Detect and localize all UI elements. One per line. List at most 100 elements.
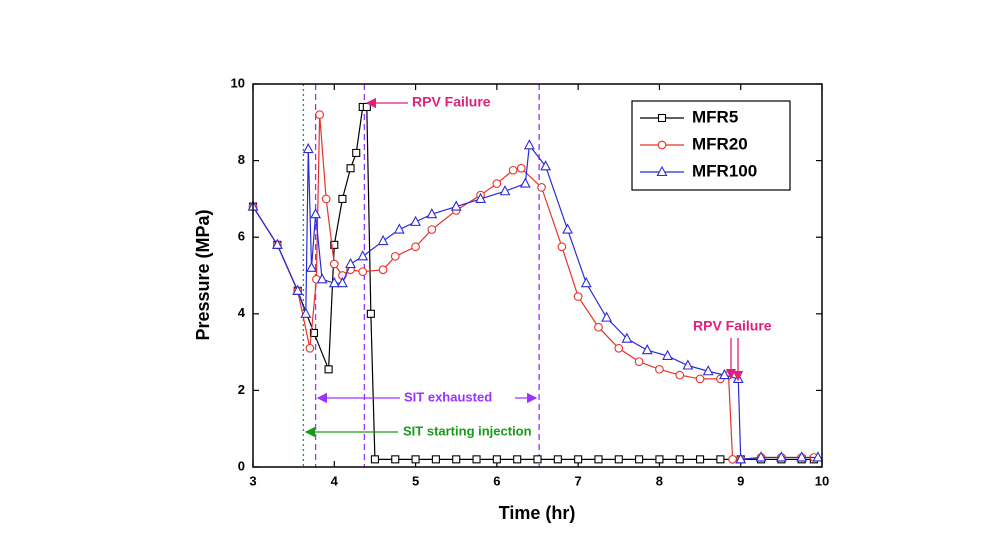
legend-label: MFR100 xyxy=(692,161,757,180)
marker xyxy=(656,165,668,177)
marker xyxy=(594,455,603,464)
marker xyxy=(377,234,389,246)
marker xyxy=(310,208,322,219)
marker xyxy=(523,139,535,150)
marker xyxy=(594,322,603,332)
marker xyxy=(537,183,546,192)
marker xyxy=(324,365,333,374)
marker xyxy=(391,455,400,464)
marker xyxy=(655,364,664,374)
marker xyxy=(682,359,694,370)
plot-frame xyxy=(252,83,823,468)
marker xyxy=(452,455,461,464)
marker xyxy=(305,343,315,353)
marker xyxy=(513,455,522,464)
marker xyxy=(775,451,787,462)
marker xyxy=(601,311,613,322)
marker xyxy=(292,284,304,295)
marker xyxy=(366,309,375,318)
marker xyxy=(426,208,438,219)
marker xyxy=(662,349,673,360)
y-tick-label: 6 xyxy=(238,229,245,244)
marker xyxy=(519,177,531,188)
marker xyxy=(329,259,339,269)
marker xyxy=(728,454,737,464)
y-tick-label: 10 xyxy=(231,75,245,90)
marker xyxy=(352,148,361,157)
marker xyxy=(300,307,312,318)
marker xyxy=(735,453,747,464)
marker xyxy=(427,225,437,234)
x-axis-label: Time (hr) xyxy=(499,503,576,523)
marker xyxy=(573,292,583,301)
x-tick-label: 8 xyxy=(656,473,663,488)
x-tick-label: 7 xyxy=(575,473,582,488)
marker xyxy=(695,374,705,384)
marker xyxy=(378,265,388,275)
marker xyxy=(553,455,562,464)
marker xyxy=(411,242,420,252)
marker xyxy=(346,164,355,173)
marker xyxy=(328,276,340,288)
marker xyxy=(675,455,684,464)
marker xyxy=(321,194,331,204)
marker xyxy=(540,160,552,171)
marker xyxy=(696,455,705,464)
marker xyxy=(345,257,356,269)
annotation: SIT exhausted xyxy=(404,389,492,404)
marker xyxy=(796,451,808,462)
marker xyxy=(657,113,667,123)
x-tick-label: 3 xyxy=(249,473,256,488)
marker xyxy=(716,455,725,464)
marker xyxy=(338,194,347,203)
marker xyxy=(641,344,653,355)
marker xyxy=(330,240,339,249)
marker xyxy=(410,215,421,226)
marker xyxy=(635,455,644,464)
x-tick-label: 5 xyxy=(412,473,419,488)
marker xyxy=(675,370,685,380)
marker xyxy=(755,451,767,462)
marker xyxy=(315,110,325,119)
y-tick-label: 0 xyxy=(238,458,245,473)
annotation: RPV Failure xyxy=(412,94,491,110)
marker xyxy=(655,455,664,464)
marker xyxy=(621,332,633,343)
marker xyxy=(358,267,368,277)
marker xyxy=(614,343,624,353)
marker xyxy=(580,276,592,288)
series-line xyxy=(252,143,818,460)
y-tick-label: 2 xyxy=(238,382,245,397)
marker xyxy=(634,357,644,367)
y-tick-label: 4 xyxy=(238,305,246,320)
y-axis-label: Pressure (MPa) xyxy=(193,209,213,340)
marker xyxy=(302,142,314,154)
marker xyxy=(390,252,400,261)
x-tick-label: 9 xyxy=(737,473,744,488)
y-tick-label: 8 xyxy=(238,152,245,167)
annotation: RPV Failure xyxy=(693,318,772,334)
x-tick-label: 4 xyxy=(331,473,339,488)
marker xyxy=(393,223,405,234)
marker xyxy=(562,223,573,234)
marker xyxy=(316,273,328,284)
marker xyxy=(499,185,511,196)
marker xyxy=(450,200,462,211)
annotation: SIT starting injection xyxy=(403,423,532,438)
marker xyxy=(475,192,487,203)
legend-label: MFR20 xyxy=(692,134,748,153)
marker xyxy=(492,179,502,188)
marker xyxy=(431,455,440,464)
marker xyxy=(508,165,518,175)
marker xyxy=(492,455,501,464)
marker xyxy=(357,250,369,261)
marker xyxy=(516,163,526,173)
marker xyxy=(337,276,348,288)
legend-label: MFR5 xyxy=(692,107,738,126)
x-tick-label: 6 xyxy=(493,473,500,488)
marker xyxy=(812,451,824,462)
marker xyxy=(370,455,379,464)
marker xyxy=(657,140,667,150)
